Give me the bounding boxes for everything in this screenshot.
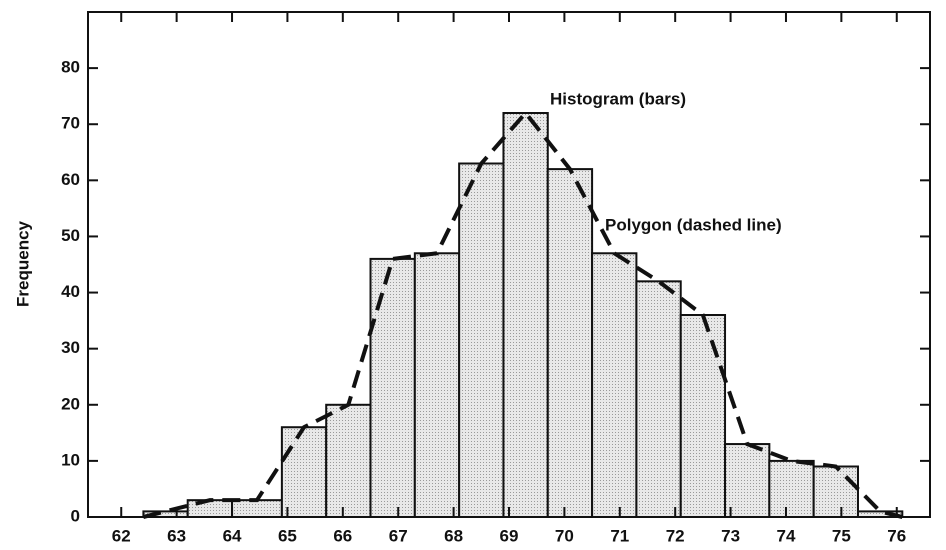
x-tick-label: 69 <box>500 526 519 545</box>
bar <box>502 112 549 518</box>
y-axis-label: Frequency <box>13 220 32 307</box>
y-tick-label: 40 <box>61 282 80 301</box>
x-tick-label: 76 <box>887 526 906 545</box>
y-tick-label: 70 <box>61 114 80 133</box>
y-tick-label: 50 <box>61 226 80 245</box>
bar <box>186 499 234 518</box>
x-tick-label: 75 <box>832 526 851 545</box>
bar <box>369 257 416 518</box>
x-tick-label: 68 <box>444 526 463 545</box>
annotation: Histogram (bars) <box>550 89 686 108</box>
x-tick-label: 62 <box>112 526 131 545</box>
x-tick-label: 71 <box>610 526 629 545</box>
polygon-line <box>142 109 903 519</box>
x-tick-label: 74 <box>777 526 796 545</box>
bar <box>635 280 682 519</box>
bar <box>724 443 771 518</box>
y-tick-label: 0 <box>71 506 80 525</box>
y-tick-label: 20 <box>61 394 80 413</box>
x-tick-label: 73 <box>721 526 740 545</box>
annotation: Polygon (dashed line) <box>605 215 782 234</box>
x-tick-label: 65 <box>278 526 297 545</box>
y-tick-label: 30 <box>61 338 80 357</box>
y-tick-label: 60 <box>61 170 80 189</box>
bar <box>856 510 904 518</box>
x-tick-label: 67 <box>389 526 408 545</box>
y-tick-label: 80 <box>61 58 80 77</box>
x-tick-label: 72 <box>666 526 685 545</box>
bar <box>591 252 638 518</box>
x-tick-label: 66 <box>333 526 352 545</box>
bar <box>231 499 283 518</box>
bar <box>325 403 372 518</box>
bar <box>280 426 328 519</box>
bar <box>812 465 859 518</box>
bar <box>413 252 461 518</box>
y-tick-label: 10 <box>61 450 80 469</box>
x-tick-label: 70 <box>555 526 574 545</box>
bar <box>679 314 727 518</box>
bar <box>546 168 594 518</box>
bar <box>458 162 505 518</box>
bar <box>768 459 815 518</box>
x-tick-label: 63 <box>167 526 186 545</box>
x-tick-label: 64 <box>223 526 242 545</box>
